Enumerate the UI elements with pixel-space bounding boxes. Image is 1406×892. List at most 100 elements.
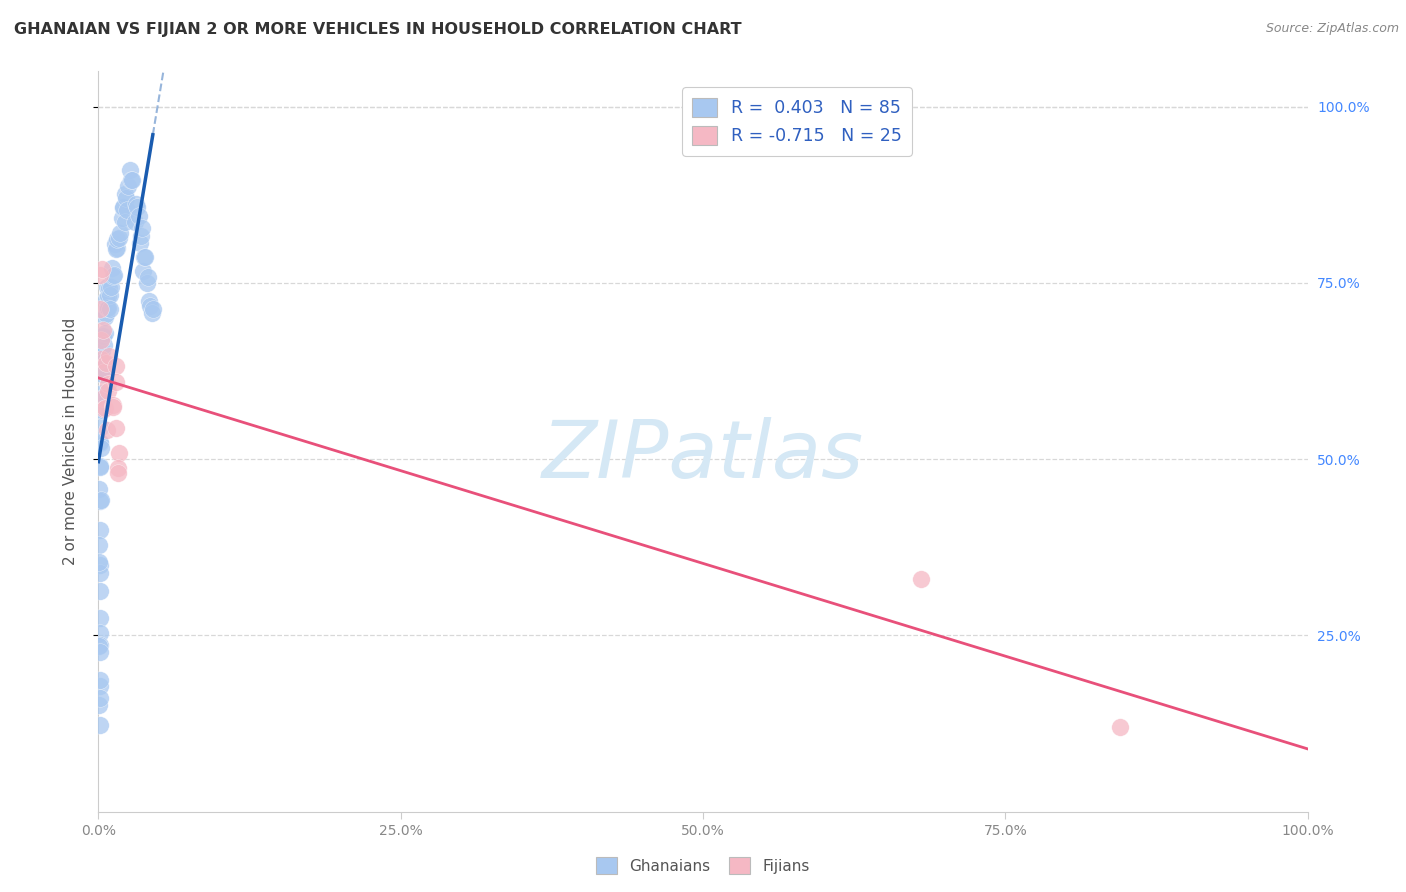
Point: [107, 466, 129, 480]
Point: [90, 441, 112, 455]
Point: [94, 292, 117, 306]
Point: [91, 392, 114, 406]
Point: [108, 231, 131, 245]
Point: [128, 236, 150, 251]
Point: [136, 276, 159, 290]
Point: [89, 268, 111, 282]
Point: [124, 215, 146, 229]
Point: [101, 260, 124, 275]
Point: [114, 187, 136, 202]
Point: [94, 401, 117, 415]
Point: [121, 173, 143, 187]
Point: [129, 229, 152, 244]
Point: [89, 302, 111, 317]
Point: [89, 611, 111, 625]
Point: [97, 349, 120, 363]
Point: [89, 434, 111, 449]
Point: [90, 352, 112, 367]
Point: [103, 268, 125, 283]
Point: [104, 236, 127, 251]
Legend: Ghanaians, Fijians: Ghanaians, Fijians: [591, 851, 815, 880]
Point: [132, 263, 155, 277]
Point: [89, 460, 111, 475]
Point: [111, 211, 134, 225]
Point: [96, 301, 118, 315]
Point: [127, 200, 149, 214]
Point: [94, 356, 117, 370]
Text: GHANAIAN VS FIJIAN 2 OR MORE VEHICLES IN HOUSEHOLD CORRELATION CHART: GHANAIAN VS FIJIAN 2 OR MORE VEHICLES IN…: [14, 22, 742, 37]
Point: [117, 179, 139, 194]
Point: [1109, 720, 1132, 734]
Point: [89, 690, 111, 705]
Point: [101, 398, 124, 412]
Y-axis label: 2 or more Vehicles in Household: 2 or more Vehicles in Household: [63, 318, 77, 566]
Point: [89, 459, 111, 474]
Point: [91, 392, 114, 406]
Point: [89, 584, 111, 599]
Point: [90, 493, 112, 508]
Point: [89, 639, 111, 653]
Point: [100, 280, 122, 294]
Point: [89, 538, 111, 552]
Point: [89, 494, 111, 508]
Point: [94, 326, 117, 340]
Point: [98, 281, 121, 295]
Point: [131, 221, 153, 235]
Point: [142, 301, 165, 316]
Point: [89, 558, 111, 572]
Point: [108, 226, 131, 240]
Point: [139, 299, 162, 313]
Point: [98, 287, 121, 301]
Point: [89, 645, 111, 659]
Point: [93, 338, 115, 352]
Point: [97, 384, 120, 399]
Point: [104, 375, 127, 389]
Point: [89, 698, 111, 712]
Point: [89, 673, 111, 687]
Point: [115, 191, 138, 205]
Point: [104, 359, 127, 374]
Point: [910, 572, 932, 586]
Point: [90, 261, 112, 276]
Point: [138, 294, 160, 309]
Point: [105, 243, 128, 257]
Point: [101, 268, 124, 283]
Point: [93, 365, 115, 379]
Point: [90, 420, 112, 434]
Point: [89, 399, 111, 413]
Point: [108, 446, 131, 460]
Point: [91, 323, 114, 337]
Point: [91, 344, 114, 359]
Point: [93, 402, 115, 417]
Point: [125, 197, 148, 211]
Point: [90, 333, 112, 347]
Point: [100, 302, 122, 317]
Point: [89, 482, 111, 496]
Point: [91, 355, 114, 369]
Point: [90, 401, 112, 415]
Point: [89, 679, 111, 693]
Point: [91, 329, 114, 343]
Point: [91, 360, 114, 375]
Point: [89, 638, 111, 652]
Point: [105, 241, 128, 255]
Point: [96, 280, 118, 294]
Point: [134, 250, 156, 264]
Point: [101, 401, 124, 415]
Point: [94, 310, 117, 324]
Point: [104, 421, 127, 435]
Point: [114, 214, 136, 228]
Point: [94, 307, 117, 321]
Point: [111, 201, 134, 215]
Text: ZIPatlas: ZIPatlas: [541, 417, 865, 495]
Point: [89, 626, 111, 640]
Point: [97, 377, 120, 392]
Point: [89, 718, 111, 732]
Point: [136, 269, 159, 284]
Point: [89, 436, 111, 450]
Point: [89, 555, 111, 569]
Text: Source: ZipAtlas.com: Source: ZipAtlas.com: [1265, 22, 1399, 36]
Point: [112, 200, 135, 214]
Point: [89, 566, 111, 580]
Point: [89, 403, 111, 417]
